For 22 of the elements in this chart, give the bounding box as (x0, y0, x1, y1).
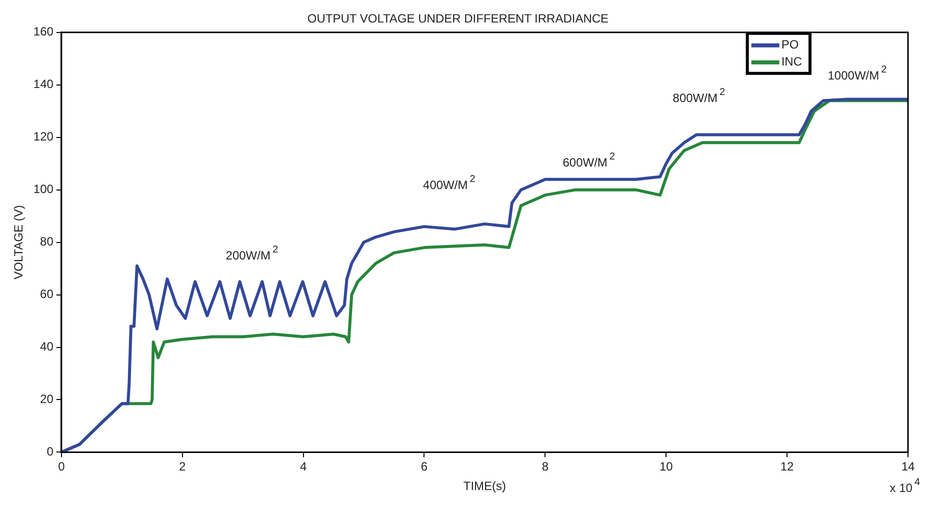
x-tick-label: 14 (901, 460, 915, 474)
x-tick-label: 6 (420, 460, 428, 474)
x-tick-label: 8 (542, 460, 549, 474)
y-tick-label: 140 (33, 77, 54, 92)
x-tick-label: 4 (300, 460, 307, 474)
x-tick-label: 2 (179, 460, 186, 474)
y-tick-label: 80 (40, 234, 54, 249)
x-tick-label: 10 (659, 460, 674, 474)
x-tick-label: 12 (780, 460, 794, 474)
x-axis-title: TIME(s) (463, 479, 506, 494)
y-tick-label: 120 (33, 130, 54, 144)
legend-label: PO (781, 38, 799, 52)
y-axis-title: VOLTAGE (V) (12, 205, 26, 280)
x-tick-label: 0 (58, 460, 66, 474)
chart-title: OUTPUT VOLTAGE UNDER DIFFERENT IRRADIANCE (307, 12, 609, 26)
y-tick-label: 0 (46, 444, 54, 459)
y-tick-label: 100 (33, 182, 54, 196)
y-tick-label: 40 (40, 340, 54, 354)
legend-label: INC (781, 54, 802, 69)
y-tick-label: 20 (40, 392, 54, 406)
y-tick-label: 60 (40, 287, 54, 302)
y-tick-label: 160 (33, 24, 54, 39)
